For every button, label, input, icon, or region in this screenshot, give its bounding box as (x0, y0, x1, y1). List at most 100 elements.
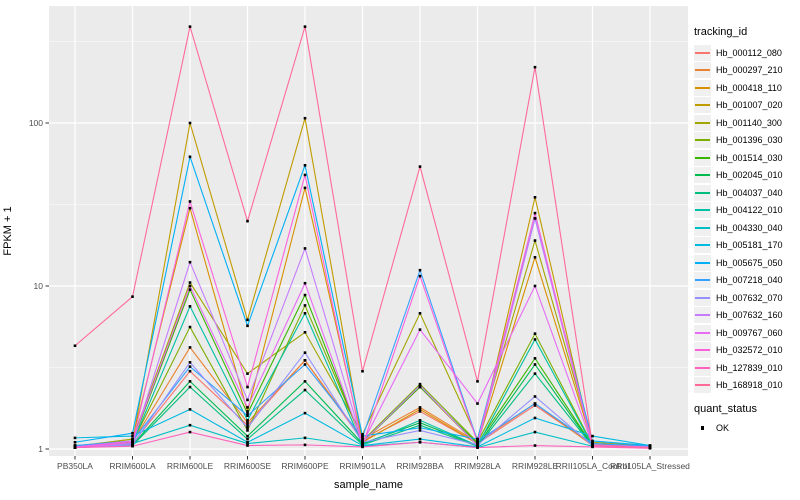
legend-item-label: Hb_005675_050 (716, 257, 783, 268)
data-point (246, 429, 249, 432)
data-point (476, 380, 479, 383)
legend-item: Hb_007632_070 (694, 289, 800, 307)
data-point (303, 186, 307, 190)
data-point (303, 164, 307, 167)
data-point (418, 274, 422, 278)
legend-item: Hb_168918_010 (694, 377, 800, 395)
legend-item: Hb_127839_010 (694, 359, 800, 377)
data-point (73, 444, 77, 447)
legend-item: Hb_001396_030 (694, 132, 800, 150)
data-point (188, 430, 192, 434)
data-point (533, 363, 537, 366)
legend-item-label: Hb_001396_030 (716, 135, 783, 146)
data-point (303, 363, 307, 366)
data-point (533, 357, 537, 360)
data-point (303, 388, 307, 392)
data-point (246, 414, 249, 418)
legend-title-quant-status: quant_status (694, 403, 757, 415)
data-point (303, 351, 307, 354)
data-point (476, 440, 479, 444)
data-point (533, 217, 537, 220)
data-point (303, 443, 307, 447)
legend-title-tracking-id: tracking_id (694, 26, 748, 38)
legend-item: Hb_000418_110 (694, 79, 800, 97)
data-point (476, 402, 479, 405)
x-tick-label: RRIM600SE (224, 461, 272, 471)
data-point (246, 434, 249, 438)
data-point (188, 423, 192, 427)
data-point (591, 434, 594, 438)
legend-item-label: Hb_007632_070 (716, 292, 783, 303)
data-point (361, 442, 364, 445)
data-point (361, 445, 364, 449)
line-swatch-icon (695, 349, 710, 352)
data-point (418, 165, 422, 168)
line-swatch-icon (695, 86, 710, 89)
data-point (533, 65, 537, 69)
data-point (188, 281, 192, 284)
square-point-icon (701, 426, 705, 430)
data-point (303, 411, 307, 415)
y-tick-label: 10 (34, 281, 44, 291)
data-point (418, 423, 422, 427)
data-point (188, 380, 192, 383)
data-point (303, 359, 307, 362)
x-tick-label: RRIM901LA (339, 461, 386, 471)
data-point (246, 437, 249, 441)
data-point (303, 293, 307, 297)
data-point (188, 305, 192, 308)
legend-item-label: Hb_005181_170 (716, 240, 783, 251)
y-axis-title: FPKM + 1 (2, 206, 14, 256)
data-point (131, 440, 134, 444)
data-point (73, 440, 77, 444)
data-point (131, 434, 134, 438)
ok-point-key (694, 420, 711, 436)
data-point (533, 255, 537, 259)
line-swatch-icon (695, 121, 710, 124)
data-point (188, 206, 192, 210)
legend-item-label: Hb_000418_110 (716, 82, 782, 93)
legend-item-label: Hb_009767_060 (716, 327, 783, 338)
legend-item-label: Hb_007218_040 (716, 275, 783, 286)
legend-key (694, 44, 711, 61)
data-point (418, 410, 422, 413)
data-point (418, 385, 422, 389)
legend-item-label: Hb_001007_020 (716, 100, 783, 111)
data-point (246, 318, 249, 322)
line-swatch-icon (695, 331, 710, 334)
data-point (591, 444, 594, 447)
legend-item-ok: OK (694, 419, 800, 437)
legend-item-label: Hb_127839_010 (716, 362, 783, 373)
legend-item-label: Hb_007632_160 (716, 310, 783, 321)
y-tick-label: 100 (29, 118, 43, 128)
data-point (73, 344, 77, 348)
legend-item-label: Hb_001140_300 (716, 117, 782, 128)
data-point (303, 25, 307, 28)
legend-item: Hb_000297_210 (694, 62, 800, 80)
data-point (476, 446, 479, 449)
legend-key (694, 114, 711, 131)
legend-key (694, 254, 711, 271)
legend-item: Hb_000112_080 (694, 44, 800, 62)
data-point (303, 281, 307, 285)
legend-item: Hb_007632_160 (694, 307, 800, 325)
legend-key (694, 149, 711, 166)
data-point (418, 384, 422, 387)
legend-item: Hb_032572_010 (694, 342, 800, 360)
data-point (303, 304, 307, 307)
line-swatch-icon (695, 366, 710, 369)
data-point (246, 406, 249, 409)
data-point (303, 330, 307, 334)
data-point (131, 437, 134, 441)
legend-item-label: Hb_004037_040 (716, 187, 783, 198)
x-tick-label: RRIM600PE (281, 461, 329, 471)
data-point (533, 395, 537, 398)
data-point (188, 408, 192, 411)
legend-key (694, 132, 711, 149)
legend-item-label: Hb_000297_210 (716, 65, 783, 76)
legend-item-label: Hb_168918_010 (716, 380, 783, 391)
data-point (303, 436, 307, 440)
data-point (246, 410, 249, 413)
data-point (188, 155, 192, 159)
